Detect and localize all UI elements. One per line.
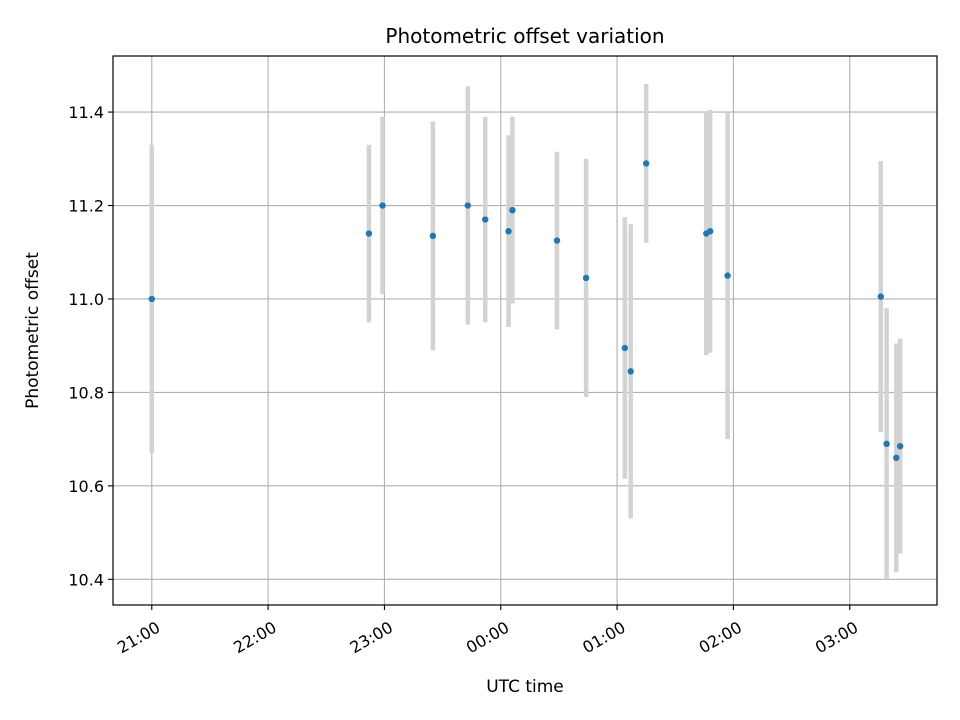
y-tick-label: 10.6 [68,477,104,496]
data-point [627,368,634,375]
x-tick-label: 02:00 [696,618,745,658]
y-tick-label: 11.4 [68,103,104,122]
y-tick-label: 11.2 [68,197,104,216]
y-tick-label: 10.8 [68,383,104,402]
data-point [877,293,884,300]
chart-title: Photometric offset variation [385,24,664,48]
data-point [365,230,373,237]
data-point [642,160,650,167]
x-axis-ticks: 21:00 22:00 23:00 00:00 01:00 02:00 03:00 [114,605,861,657]
y-axis-ticks: 10.4 10.6 10.8 11.0 11.2 11.4 [68,103,113,589]
data-point [883,440,890,448]
y-axis-label: Photometric offset [23,252,43,409]
x-tick-label: 23:00 [347,618,396,658]
data-point [553,237,561,244]
error-bars [149,84,903,580]
data-point [464,202,472,209]
y-tick-label: 10.4 [68,570,104,589]
x-tick-label: 22:00 [230,618,279,658]
data-point [505,228,512,235]
data-point [379,202,386,209]
data-points [148,160,904,462]
data-point [896,442,904,450]
data-point [148,295,155,303]
y-tick-label: 11.0 [68,290,104,309]
x-tick-label: 01:00 [579,618,628,658]
data-point [621,344,629,352]
data-point [724,272,731,279]
grid [113,56,937,605]
data-point [706,228,714,235]
x-tick-label: 00:00 [463,618,512,658]
data-point [582,274,590,282]
data-point [429,232,437,240]
x-tick-label: 21:00 [114,618,163,658]
x-tick-label: 03:00 [812,618,861,658]
plot-frame [112,55,938,606]
x-axis-label: UTC time [486,677,564,697]
data-point [509,206,516,214]
data-point [893,454,900,462]
data-point [482,216,489,223]
